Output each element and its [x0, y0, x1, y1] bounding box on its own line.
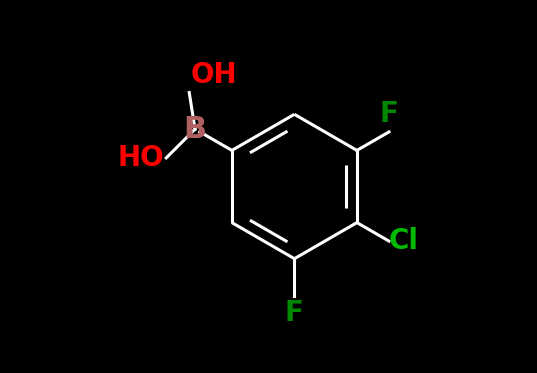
Text: F: F: [380, 100, 398, 128]
Text: OH: OH: [191, 61, 238, 89]
Text: B: B: [184, 115, 207, 144]
Text: F: F: [285, 300, 304, 327]
Text: HO: HO: [118, 144, 164, 172]
Text: Cl: Cl: [389, 227, 419, 255]
